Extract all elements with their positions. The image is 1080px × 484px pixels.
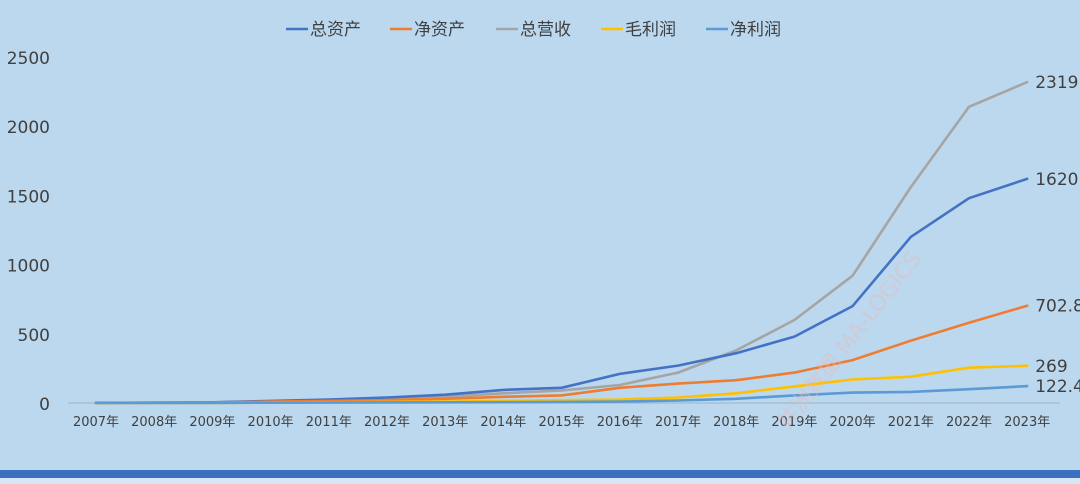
- x-tick-label: 2021年: [888, 415, 934, 430]
- legend-label: 总资产: [310, 20, 361, 40]
- x-tick-label: 2012年: [364, 415, 410, 430]
- x-tick-label: 2020年: [830, 415, 876, 430]
- y-tick-label: 500: [18, 326, 50, 346]
- bottom-rule: [0, 470, 1080, 478]
- x-axis: 2007年 2008年 2009年 2010年 2011年 2012年 2013年 2014年…: [68, 402, 1060, 430]
- y-tick-label: 0: [39, 395, 50, 415]
- y-tick-label: 1500: [7, 187, 50, 207]
- x-tick-label: 2013年: [422, 415, 468, 430]
- data-label: 2319: [1035, 73, 1078, 93]
- x-tick-label: 2010年: [248, 415, 294, 430]
- series-line: [94, 80, 1029, 405]
- series-line: [94, 364, 1029, 405]
- x-tick-label: 2008年: [131, 415, 177, 430]
- legend: 总资产 净资产 总营收 毛利润 净利润: [286, 20, 781, 40]
- data-label: 122.4: [1035, 377, 1080, 397]
- x-tick-label: 2009年: [189, 415, 235, 430]
- x-tick-label: 2007年: [73, 415, 119, 430]
- y-tick-label: 2500: [7, 49, 50, 69]
- legend-label: 净资产: [414, 20, 465, 40]
- watermark: 井洲数据 MA-LOGICS: [773, 247, 927, 434]
- data-label: 1620: [1035, 170, 1078, 190]
- bottom-strip: [0, 478, 1080, 484]
- y-tick-label: 1000: [7, 257, 50, 277]
- y-axis: 0 500 1000 1500 2000 2500: [7, 49, 50, 415]
- y-tick-label: 2000: [7, 118, 50, 138]
- legend-label: 毛利润: [625, 20, 676, 40]
- x-tick-label: 2011年: [306, 415, 352, 430]
- x-tick-label: 2017年: [655, 415, 701, 430]
- x-tick-label: 2022年: [946, 415, 992, 430]
- x-tick-label: 2018年: [713, 415, 759, 430]
- x-tick-label: 2014年: [480, 415, 526, 430]
- data-label: 702.8: [1035, 297, 1080, 317]
- series-group: [94, 80, 1029, 405]
- data-label: 269: [1035, 357, 1067, 377]
- legend-label: 总营收: [520, 20, 571, 40]
- x-tick-label: 2015年: [539, 415, 585, 430]
- x-tick-label: 2016年: [597, 415, 643, 430]
- x-tick-label: 2019年: [771, 415, 817, 430]
- legend-label: 净利润: [730, 20, 781, 40]
- x-tick-label: 2023年: [1004, 415, 1050, 430]
